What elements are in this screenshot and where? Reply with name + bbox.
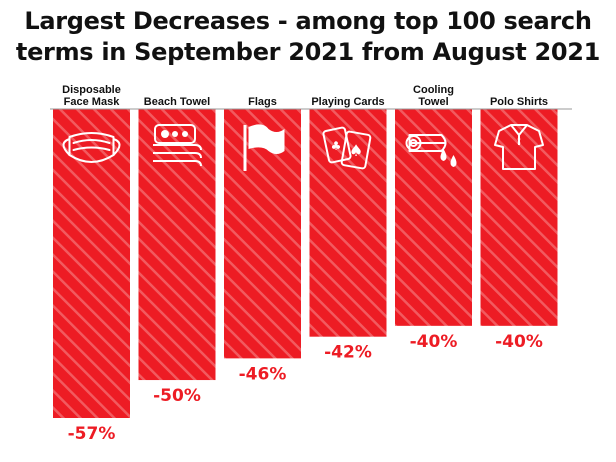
chart-title-line-1: Largest Decreases - among top 100 search	[24, 7, 592, 35]
chart-title-line-2: terms in September 2021 from August 2021	[15, 38, 601, 66]
value-label: -40%	[410, 332, 458, 352]
beach-towel-icon	[153, 124, 202, 167]
bar	[53, 109, 130, 418]
category-label: Cooling	[413, 84, 454, 96]
svg-text:♣: ♣	[331, 139, 342, 153]
svg-text:♠: ♠	[349, 141, 363, 160]
cooling-towel-icon	[405, 134, 457, 167]
category-label: Beach Towel	[144, 96, 210, 108]
flag-icon	[243, 124, 285, 171]
category-label: Face Mask	[64, 96, 121, 108]
category-label: Polo Shirts	[490, 96, 548, 108]
value-label: -50%	[153, 386, 201, 406]
value-label: -42%	[324, 343, 372, 363]
bar	[480, 109, 558, 326]
category-label: Disposable	[62, 84, 121, 96]
chart-title: Largest Decreases - among top 100 search…	[0, 6, 616, 68]
value-label: -57%	[68, 424, 116, 444]
polo-shirt-icon	[494, 124, 544, 170]
value-label: -40%	[495, 332, 543, 352]
category-label: Towel	[418, 96, 448, 108]
bar	[138, 109, 216, 381]
category-label: Playing Cards	[311, 96, 384, 108]
face-mask-icon	[62, 132, 121, 163]
value-label: -46%	[239, 364, 287, 384]
category-label: Flags	[248, 96, 277, 108]
playing-cards-icon: ♣ ♠	[322, 126, 372, 170]
bar	[224, 109, 301, 359]
